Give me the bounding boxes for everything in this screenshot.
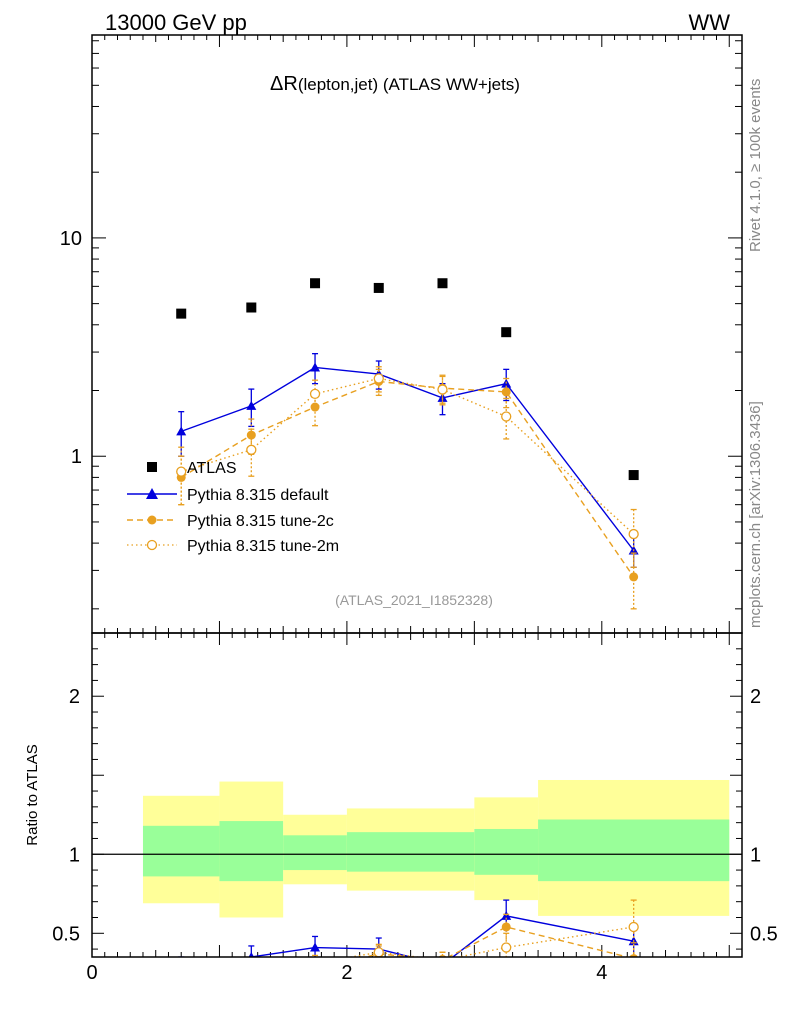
ratio-line-pythia-8-315-default xyxy=(246,915,634,957)
rivet-version-label: Rivet 4.1.0, ≥ 100k events xyxy=(747,79,764,252)
main-y-tick-label: 10 xyxy=(60,228,82,250)
data-point-pythia-8-315-tune-2c xyxy=(629,572,639,582)
legend-marker-default xyxy=(146,488,158,499)
data-point-atlas xyxy=(373,282,384,293)
data-point-pythia-8-315-tune-2m xyxy=(309,388,321,400)
main-y-tick-labels: 1 10 xyxy=(60,228,82,468)
legend: ATLAS Pythia 8.315 default Pythia 8.315 … xyxy=(127,460,339,555)
legend-entry-tune-2m: Pythia 8.315 tune-2m xyxy=(127,538,339,555)
data-point-pythia-8-315-tune-2m xyxy=(176,466,187,477)
data-point-pythia-8-315-tune-2m xyxy=(373,373,384,384)
ratio-band-stat xyxy=(346,832,475,872)
ratio-point-pythia-8-315-default xyxy=(248,952,255,957)
ratio-band-stat xyxy=(474,828,539,875)
ratio-band-stat xyxy=(142,825,220,877)
plot-title-subject: (lepton,jet) (ATLAS WW+jets) xyxy=(298,75,520,94)
ratio-y-tick-label-left: 1 xyxy=(69,844,80,866)
plot-title-symbol: ΔR xyxy=(270,73,298,95)
analysis-id-label: (ATLAS_2021_I1852328) xyxy=(335,592,493,608)
data-point-pythia-8-315-tune-2m xyxy=(501,411,512,422)
data-point-atlas xyxy=(176,308,187,319)
ratio-uncertainty-bands xyxy=(92,779,742,918)
ratio-point-pythia-8-315-tune-2m xyxy=(501,942,512,953)
main-y-tick-label: 1 xyxy=(71,446,82,468)
ratio-line-pythia-8-315-tune-2m xyxy=(347,926,634,957)
data-point-pythia-8-315-tune-2c xyxy=(501,387,511,397)
main-data-area xyxy=(176,278,639,610)
ratio-point-pythia-8-315-tune-2m xyxy=(628,921,639,933)
data-point-atlas xyxy=(628,470,639,481)
ratio-band-stat xyxy=(219,821,284,882)
data-point-pythia-8-315-default xyxy=(246,400,257,410)
ratio-band-stat xyxy=(538,819,730,882)
data-point-pythia-8-315-tune-2m xyxy=(246,444,257,455)
legend-label-atlas: ATLAS xyxy=(187,460,237,477)
main-panel: 1 10 ΔR(lepton,jet) (ATLAS WW+jets) (ATLA… xyxy=(60,34,743,634)
x-tick-labels: 0 2 4 xyxy=(86,962,607,984)
ratio-panel-frame xyxy=(91,632,743,958)
x-tick-label: 2 xyxy=(341,962,352,984)
ratio-point-pythia-8-315-tune-2c xyxy=(177,979,186,988)
data-point-pythia-8-315-default xyxy=(176,426,187,436)
x-tick-label: 4 xyxy=(596,962,607,984)
legend-label-tune-2c: Pythia 8.315 tune-2c xyxy=(187,513,334,530)
ratio-point-pythia-8-315-tune-2c xyxy=(311,965,320,974)
x-tick-label: 0 xyxy=(86,962,97,984)
data-point-atlas xyxy=(501,327,512,338)
ratio-point-pythia-8-315-tune-2m xyxy=(177,978,186,987)
ratio-y-tick-label-left: 0.5 xyxy=(52,923,80,945)
data-point-atlas xyxy=(437,278,448,289)
ratio-y-tick-label-left: 2 xyxy=(69,686,80,708)
ratio-point-pythia-8-315-tune-2m xyxy=(247,973,256,982)
ratio-y-tick-label-right: 2 xyxy=(750,686,761,708)
legend-entry-atlas: ATLAS xyxy=(147,460,237,477)
legend-label-default: Pythia 8.315 default xyxy=(187,487,329,504)
ratio-y-axis-label: Ratio to ATLAS xyxy=(24,744,41,845)
ratio-point-pythia-8-315-default xyxy=(437,960,447,969)
ratio-point-pythia-8-315-tune-2c xyxy=(629,954,638,957)
header-energy-label: 13000 GeV pp xyxy=(105,10,247,35)
plot-title: ΔR(lepton,jet) (ATLAS WW+jets) xyxy=(270,73,520,95)
legend-label-tune-2m: Pythia 8.315 tune-2m xyxy=(187,538,339,555)
legend-marker-tune-2c xyxy=(147,515,157,525)
ratio-point-pythia-8-315-tune-2c xyxy=(247,967,256,976)
ratio-band-stat xyxy=(283,835,347,871)
mcplots-reference-label: mcplots.cern.ch [arXiv:1306.3436] xyxy=(747,401,764,628)
ratio-y-tick-labels: 0.5 0.5 1 1 2 2 xyxy=(52,686,778,945)
data-point-atlas xyxy=(310,278,321,289)
data-point-atlas xyxy=(246,302,257,313)
ratio-data-area xyxy=(176,899,639,988)
legend-entry-tune-2c: Pythia 8.315 tune-2c xyxy=(127,513,334,530)
ratio-y-tick-label-right: 1 xyxy=(750,844,761,866)
ratio-panel-ticks xyxy=(91,632,742,957)
ratio-point-pythia-8-315-default xyxy=(176,961,186,970)
ratio-point-pythia-8-315-tune-2m xyxy=(373,947,384,957)
data-point-pythia-8-315-default xyxy=(310,362,321,372)
data-point-pythia-8-315-tune-2m xyxy=(628,528,639,540)
legend-marker-atlas xyxy=(147,462,157,472)
header-process-label: WW xyxy=(688,10,730,35)
series-line-pythia-8-315-tune-2m xyxy=(181,377,635,535)
ratio-point-pythia-8-315-tune-2c xyxy=(501,922,511,932)
ratio-line-pythia-8-315-tune-2c xyxy=(363,926,631,957)
ratio-point-pythia-8-315-default xyxy=(310,942,321,952)
legend-marker-tune-2m xyxy=(146,539,158,551)
ratio-panel: 0.5 0.5 1 1 2 2 0 2 4 Ratio to ATLAS xyxy=(24,632,778,988)
legend-entry-default: Pythia 8.315 default xyxy=(127,487,329,504)
ratio-point-pythia-8-315-tune-2m xyxy=(311,959,320,968)
data-point-pythia-8-315-tune-2m xyxy=(437,384,448,395)
ratio-y-tick-label-right: 0.5 xyxy=(750,923,778,945)
main-panel-ticks xyxy=(91,35,742,633)
